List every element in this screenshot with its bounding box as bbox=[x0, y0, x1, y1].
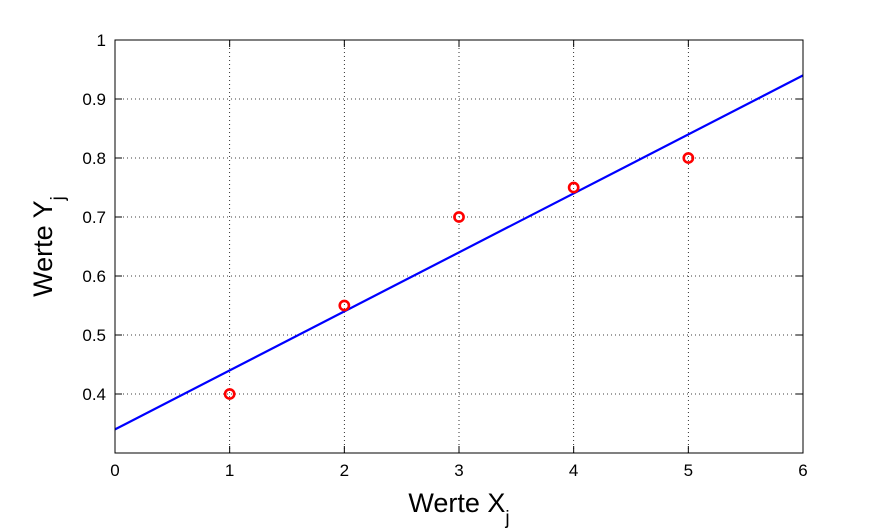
x-tick-label: 5 bbox=[684, 461, 693, 480]
y-axis-label-text: Werte Y bbox=[28, 200, 58, 297]
axis-ticks bbox=[114, 39, 804, 453]
y-tick-label: 0.7 bbox=[82, 208, 106, 227]
fit-line-group bbox=[114, 74, 804, 431]
x-tick-label: 6 bbox=[798, 461, 807, 480]
data-point bbox=[338, 299, 351, 312]
data-points-group bbox=[223, 152, 695, 400]
y-tick-label: 0.6 bbox=[82, 267, 106, 286]
x-tick-label: 3 bbox=[454, 461, 463, 480]
regression-line bbox=[114, 74, 804, 431]
x-axis-tick-labels: 0 1 2 3 4 5 6 bbox=[110, 461, 807, 480]
x-axis-label-text: Werte X bbox=[408, 488, 505, 518]
data-point bbox=[453, 211, 465, 223]
grid-lines bbox=[115, 40, 803, 453]
y-axis-tick-labels: 0.4 0.5 0.6 0.7 0.8 0.9 1 bbox=[82, 31, 106, 404]
plot-area-frame bbox=[114, 39, 804, 454]
x-tick-label: 4 bbox=[569, 461, 578, 480]
y-tick-label: 1 bbox=[97, 31, 106, 50]
y-axis-label: Werte Yj bbox=[28, 196, 69, 297]
y-axis-label-subscript: j bbox=[48, 196, 69, 201]
x-axis-label-subscript: j bbox=[504, 508, 509, 529]
y-tick-label: 0.4 bbox=[82, 385, 106, 404]
y-tick-label: 0.5 bbox=[82, 326, 106, 345]
data-point bbox=[682, 152, 695, 164]
y-tick-label: 0.9 bbox=[82, 90, 106, 109]
x-tick-label: 0 bbox=[110, 461, 119, 480]
x-axis-label: Werte Xj bbox=[408, 488, 509, 529]
data-point bbox=[567, 181, 580, 194]
x-tick-label: 2 bbox=[340, 461, 349, 480]
y-tick-label: 0.8 bbox=[82, 149, 106, 168]
data-point bbox=[223, 388, 236, 400]
x-tick-label: 1 bbox=[225, 461, 234, 480]
